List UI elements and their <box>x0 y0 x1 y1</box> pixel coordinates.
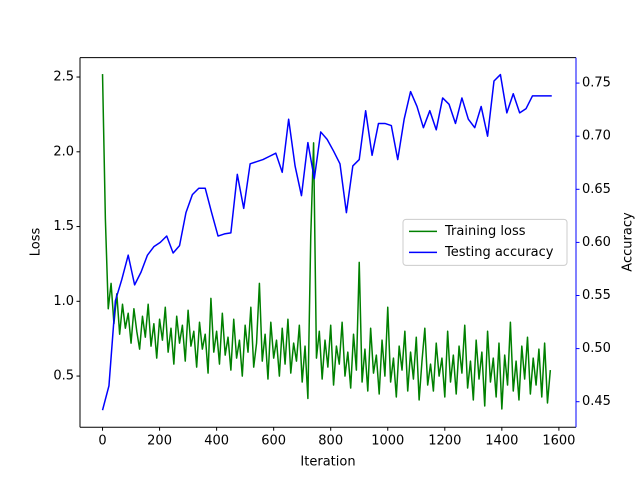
series-line <box>101 74 552 410</box>
legend-box <box>402 218 568 266</box>
x-tick-label: 1600 <box>542 434 575 449</box>
y2-axis-label: Accuracy <box>621 212 636 272</box>
y2-tick-label: 0.45 <box>582 394 611 409</box>
y-tick-label: 1.0 <box>53 294 74 309</box>
x-tick-label: 1000 <box>371 434 404 449</box>
x-tick-label: 1400 <box>485 434 518 449</box>
x-axis-label: Iteration <box>300 455 355 470</box>
y-axis-label: Loss <box>29 228 44 257</box>
legend-label: Training loss <box>444 224 526 239</box>
y2-tick-label: 0.50 <box>582 341 611 356</box>
x-tick-label: 1200 <box>428 434 461 449</box>
x-tick-label: 600 <box>261 434 286 449</box>
y2-tick-label: 0.65 <box>582 182 611 197</box>
y2-tick-label: 0.75 <box>582 76 611 91</box>
y-tick-label: 1.5 <box>53 219 74 234</box>
y2-tick-label: 0.60 <box>582 235 611 250</box>
y2-tick-label: 0.70 <box>582 129 611 144</box>
legend-label: Testing accuracy <box>444 245 554 260</box>
y-tick-label: 2.5 <box>53 70 74 85</box>
x-tick-label: 200 <box>147 434 172 449</box>
y2-tick-label: 0.55 <box>582 288 611 303</box>
x-tick-label: 800 <box>318 434 343 449</box>
x-tick-label: 0 <box>98 434 106 449</box>
y-tick-label: 2.0 <box>53 144 74 159</box>
x-tick-label: 400 <box>204 434 229 449</box>
series-line <box>101 73 552 411</box>
y-tick-label: 0.5 <box>53 369 74 384</box>
